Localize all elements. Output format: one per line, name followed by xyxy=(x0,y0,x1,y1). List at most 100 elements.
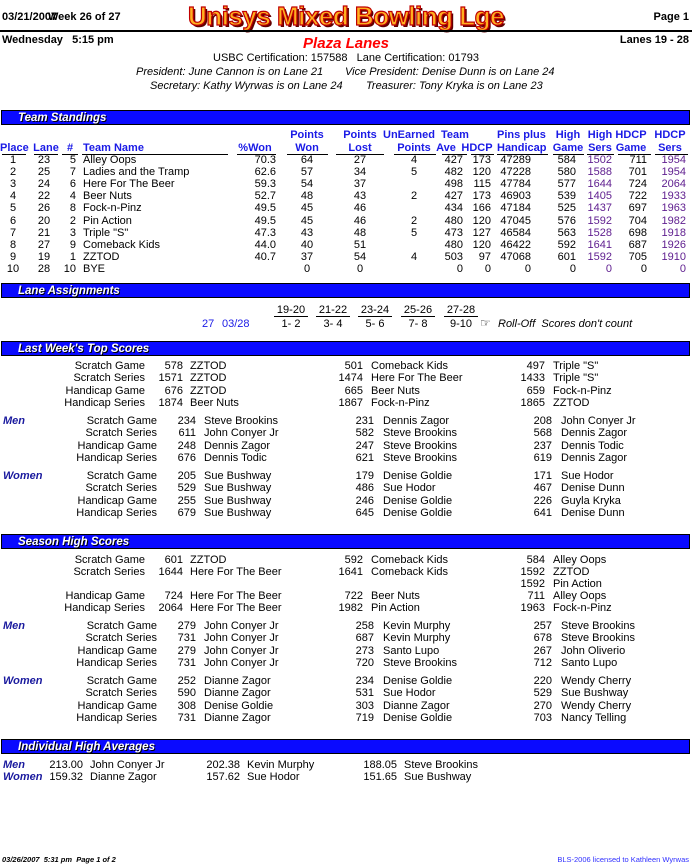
bowler-name: Steve Brookins xyxy=(383,427,457,440)
score-value: 584 xyxy=(526,554,545,566)
bowler-name: Kevin Murphy xyxy=(247,759,315,771)
score-category: Handicap Series xyxy=(64,602,145,615)
standings-cell: 4 xyxy=(410,250,418,263)
score-category: Scratch Series xyxy=(73,566,145,579)
standings-cell: 21 xyxy=(37,226,51,239)
standings-cell: 47045 xyxy=(500,214,531,227)
header-underline xyxy=(655,154,688,155)
section-title: Last Week's Top Scores xyxy=(18,343,150,355)
page-number: Page 1 xyxy=(653,11,689,23)
bowler-name: Sue Bushway xyxy=(204,506,272,519)
score-value: 1592 xyxy=(520,578,545,591)
score-value: 659 xyxy=(526,384,545,397)
standings-cell: 4 xyxy=(9,190,17,203)
standings-cell: 701 xyxy=(628,166,647,179)
score-value: 679 xyxy=(177,506,196,519)
standings-cell: 47068 xyxy=(500,250,531,263)
score-value: 273 xyxy=(355,644,374,657)
standings-cell: 49.5 xyxy=(254,202,276,215)
bowler-name: Steve Brookins xyxy=(383,656,457,669)
standings-cell: 1588 xyxy=(587,166,612,179)
last-week-top-scores-bar: Last Week's Top Scores xyxy=(1,341,690,356)
score-value: 529 xyxy=(533,687,552,700)
bowler-name: John Conyer Jr xyxy=(204,656,279,669)
bowler-name: Guyla Kryka xyxy=(561,494,621,507)
column-header: Points xyxy=(290,129,324,141)
team-name: ZZTOD xyxy=(190,554,227,566)
week-label: Week 26 of 27 xyxy=(48,11,121,23)
header-underline xyxy=(62,154,78,155)
standings-cell: 9 xyxy=(9,250,17,263)
standings-cell: 577 xyxy=(557,178,576,191)
score-value: 731 xyxy=(177,632,196,645)
bowler-name: Nancy Telling xyxy=(561,711,627,724)
average-value: 188.05 xyxy=(363,759,397,771)
average-value: 151.65 xyxy=(363,771,397,783)
column-header: Place xyxy=(0,142,29,154)
score-value: 731 xyxy=(177,711,196,724)
standings-cell: 724 xyxy=(628,178,647,191)
score-value: 252 xyxy=(177,675,196,687)
standings-cell: 3 xyxy=(69,226,76,239)
column-header: %Won xyxy=(238,142,272,154)
standings-cell: 4 xyxy=(69,190,76,203)
column-header: HDCP xyxy=(615,129,647,141)
standings-cell: 5 xyxy=(69,154,76,166)
team-name: Alley Oops xyxy=(553,554,607,566)
vice-president: Vice President: Denise Dunn is on Lane 2… xyxy=(345,66,555,78)
standings-cell: 7 xyxy=(69,166,76,179)
bowler-name: Sue Hodor xyxy=(247,771,300,783)
bowler-name: John Conyer Jr xyxy=(204,620,279,632)
bowler-name: Steve Brookins xyxy=(561,632,635,645)
standings-cell: 434 xyxy=(444,202,463,215)
lane-pair: 25-26 xyxy=(403,304,433,316)
matchup: 5- 6 xyxy=(365,318,385,330)
standings-cell: 97 xyxy=(478,250,491,263)
bowler-name: Steve Brookins xyxy=(404,759,478,771)
bowler-name: Sue Hodor xyxy=(383,687,436,700)
score-value: 220 xyxy=(533,675,552,687)
matchup: 9-10 xyxy=(449,318,473,330)
score-value: 279 xyxy=(177,644,196,657)
standings-cell: 722 xyxy=(628,190,647,203)
standings-cell: 59.3 xyxy=(254,178,276,191)
print-info: 03/26/2007 5:31 pm Page 1 of 2 xyxy=(2,855,116,864)
score-category: Handicap Series xyxy=(76,656,157,669)
roll-off-note: Roll-Off Scores don't count xyxy=(498,318,633,330)
lane-pair: 19-20 xyxy=(276,304,306,316)
score-value: 641 xyxy=(533,506,552,519)
standings-cell: 46422 xyxy=(500,238,531,251)
header-underline xyxy=(471,154,494,155)
bowler-name: Dennis Todic xyxy=(561,439,624,452)
score-value: 719 xyxy=(355,711,374,724)
team-name: ZZTOD xyxy=(190,372,227,385)
column-header: Lost xyxy=(348,142,372,154)
team-name: ZZTOD xyxy=(83,250,120,263)
score-value: 676 xyxy=(177,451,196,464)
standings-cell: 40.7 xyxy=(254,250,276,263)
standings-cell: 9 xyxy=(69,238,76,251)
team-name: BYE xyxy=(83,262,106,275)
standings-cell: 37 xyxy=(300,250,314,263)
standings-cell: 1528 xyxy=(587,226,612,239)
standings-cell: 46 xyxy=(353,214,367,227)
standings-cell: 584 xyxy=(557,154,576,166)
standings-cell: 19 xyxy=(37,250,51,263)
standings-cell: 2 xyxy=(410,214,418,227)
section-title: Individual High Averages xyxy=(18,741,155,753)
day-time: Wednesday 5:15 pm xyxy=(2,34,114,46)
column-header: High xyxy=(555,129,581,141)
score-value: 724 xyxy=(164,590,183,603)
score-value: 601 xyxy=(164,554,183,566)
score-value: 568 xyxy=(533,427,552,440)
header-underline xyxy=(394,154,436,155)
standings-cell: 1641 xyxy=(587,238,612,251)
team-name: Triple "S" xyxy=(553,360,599,372)
report-date: 03/21/2007 xyxy=(2,11,58,23)
team-name: Beer Nuts xyxy=(83,190,132,203)
standings-cell: 3 xyxy=(9,178,17,191)
score-value: 179 xyxy=(355,470,374,482)
bowler-name: Denise Dunn xyxy=(561,482,625,495)
bowler-name: Denise Goldie xyxy=(383,506,453,519)
team-name: Comeback Kids xyxy=(83,238,161,251)
